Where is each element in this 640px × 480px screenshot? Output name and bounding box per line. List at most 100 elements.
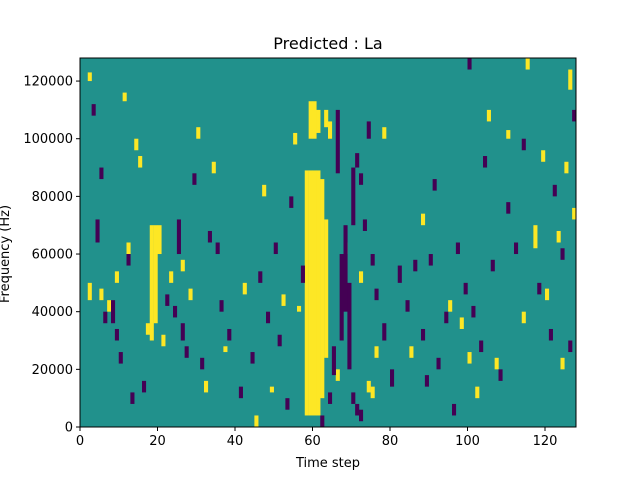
heatmap-cell-low — [572, 109, 577, 122]
heatmap-cell-low — [370, 254, 375, 266]
heatmap-cell-high — [459, 317, 464, 329]
heatmap-cell-high — [448, 300, 453, 312]
heatmap-cell-high — [328, 121, 333, 139]
heatmap-cell-low — [514, 242, 519, 255]
heatmap-cells — [87, 58, 577, 427]
heatmap-cell-low — [285, 398, 290, 410]
y-axis-label: Frequency (Hz) — [0, 205, 13, 303]
chart-title: Predicted : La — [273, 34, 382, 53]
heatmap-cell-low — [215, 242, 220, 255]
heatmap-cell-high — [382, 127, 387, 139]
heatmap-cell-high — [370, 386, 375, 399]
heatmap-cell-low — [184, 346, 189, 358]
heatmap-cell-high — [494, 357, 499, 370]
heatmap-cell-high — [196, 127, 201, 139]
heatmap-cell-low — [483, 156, 488, 168]
heatmap-cell-high — [204, 380, 209, 393]
heatmap-cell-low — [118, 352, 123, 364]
heatmap-cell-low — [382, 323, 387, 341]
heatmap-cell-high — [316, 170, 321, 416]
x-axis-label: Time step — [295, 456, 360, 471]
heatmap-cell-low — [521, 138, 526, 151]
heatmap-cell-high — [126, 242, 131, 255]
heatmap-cell-high — [122, 92, 127, 102]
heatmap-cell-low — [506, 202, 511, 214]
heatmap-cell-low — [273, 242, 278, 255]
heatmap-cell-low — [343, 225, 348, 312]
heatmap-cell-high — [281, 294, 286, 306]
heatmap-cell-low — [424, 375, 429, 387]
heatmap-cell-low — [421, 328, 426, 341]
heatmap-cell-low — [463, 282, 468, 295]
heatmap-cell-high — [269, 386, 274, 393]
heatmap-cell-high — [320, 179, 325, 399]
x-tick-label: 60 — [304, 434, 321, 449]
heatmap-cell-low — [111, 300, 116, 324]
heatmap-cell-high — [242, 282, 247, 295]
heatmap-cell-high — [138, 156, 143, 168]
heatmap-cell-low — [192, 173, 197, 185]
heatmap-cell-high — [335, 369, 340, 381]
heatmap-cell-low — [238, 386, 243, 399]
heatmap-cell-low — [200, 357, 205, 370]
heatmap-cell-high — [312, 101, 317, 139]
heatmap-cell-high — [568, 69, 573, 90]
heatmap-cell-high — [486, 109, 491, 122]
x-tick-label: 20 — [149, 434, 166, 449]
heatmap-cell-low — [397, 265, 402, 283]
heatmap-cell-high — [114, 271, 119, 283]
heatmap-cell-high — [506, 130, 511, 139]
heatmap-cell-low — [455, 242, 460, 255]
heatmap-cell-low — [335, 109, 340, 174]
y-tick-label: 20000 — [32, 363, 73, 378]
heatmap-cell-high — [99, 288, 104, 301]
heatmap-cell-high — [211, 161, 216, 174]
heatmap-cell-low — [351, 167, 356, 226]
heatmap-cell-low — [432, 179, 437, 191]
heatmap-cell-low — [452, 403, 457, 416]
heatmap-cell-high — [107, 300, 112, 312]
heatmap-cell-low — [537, 282, 542, 295]
heatmap-cell-low — [366, 121, 371, 139]
heatmap-cell-high — [359, 271, 364, 283]
heatmap-cell-high — [308, 101, 313, 139]
heatmap-cell-high — [297, 305, 302, 312]
heatmap-cell-low — [362, 219, 367, 231]
heatmap-cell-low — [428, 254, 433, 266]
heatmap-cell-low — [180, 323, 185, 341]
heatmap-cell-high — [564, 161, 569, 174]
heatmap-cell-high — [87, 72, 92, 82]
heatmap-cell-low — [548, 328, 553, 341]
heatmap-cell-low — [339, 254, 344, 341]
heatmap-cell-low — [250, 352, 255, 364]
heatmap-cell-high — [169, 271, 174, 283]
heatmap-cell-high — [467, 352, 472, 364]
plot-area — [79, 57, 577, 428]
heatmap-cell-low — [300, 265, 305, 283]
heatmap-cell-low — [130, 392, 135, 404]
heatmap-cell-low — [219, 300, 224, 312]
heatmap-cell-low — [351, 392, 356, 404]
heatmap-cell-high — [409, 346, 414, 358]
heatmap-cell-low — [479, 340, 484, 353]
heatmap-cell-high — [134, 138, 139, 151]
heatmap-cell-high — [145, 323, 150, 335]
y-tick-label: 40000 — [32, 305, 73, 320]
y-tick-label: 120000 — [23, 75, 73, 90]
heatmap-cell-high — [533, 225, 538, 249]
y-tick-label: 0 — [65, 421, 73, 436]
heatmap-cell-low — [173, 305, 178, 318]
heatmap-cell-low — [359, 409, 364, 422]
plot-frame — [79, 57, 577, 428]
x-tick-label: 120 — [533, 434, 558, 449]
heatmap-cell-high — [366, 380, 371, 393]
y-axis: 0 20000 40000 60000 80000 100000 120000 — [23, 75, 80, 436]
heatmap-cell-low — [390, 369, 395, 387]
heatmap-cell-low — [471, 305, 476, 318]
heatmap-cell-high — [180, 259, 185, 272]
heatmap-cell-low — [277, 334, 282, 347]
heatmap-cell-high — [153, 225, 158, 324]
heatmap-cell-low — [467, 58, 472, 70]
heatmap-cell-low — [165, 294, 170, 306]
